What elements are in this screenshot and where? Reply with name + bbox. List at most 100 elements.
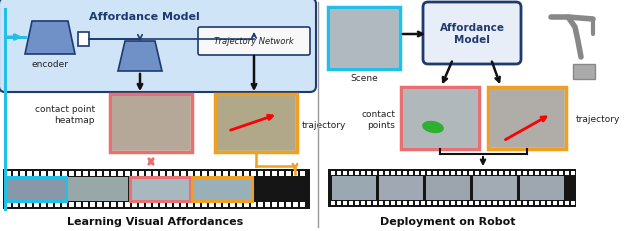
Bar bbox=[487, 201, 491, 205]
Bar bbox=[469, 171, 473, 175]
Bar bbox=[473, 176, 517, 200]
Bar bbox=[167, 202, 172, 207]
Bar bbox=[188, 171, 193, 176]
Bar bbox=[559, 201, 563, 205]
Bar bbox=[13, 202, 18, 207]
Bar bbox=[541, 201, 545, 205]
Bar bbox=[541, 171, 545, 175]
Bar bbox=[379, 171, 383, 175]
Bar bbox=[415, 201, 419, 205]
Bar bbox=[523, 201, 527, 205]
Bar bbox=[230, 202, 235, 207]
Bar bbox=[391, 201, 395, 205]
Bar bbox=[167, 171, 172, 176]
FancyBboxPatch shape bbox=[198, 28, 310, 56]
Bar bbox=[367, 201, 371, 205]
Bar bbox=[337, 171, 341, 175]
Bar bbox=[361, 201, 365, 205]
Bar bbox=[493, 201, 497, 205]
Bar bbox=[6, 171, 11, 176]
Bar bbox=[251, 202, 256, 207]
Bar bbox=[244, 202, 249, 207]
Bar bbox=[97, 202, 102, 207]
Bar bbox=[125, 202, 130, 207]
Bar bbox=[104, 171, 109, 176]
Bar bbox=[188, 202, 193, 207]
Bar bbox=[174, 171, 179, 176]
Bar bbox=[209, 202, 214, 207]
Bar bbox=[499, 201, 503, 205]
Bar bbox=[272, 171, 277, 176]
Bar bbox=[62, 202, 67, 207]
Bar bbox=[76, 171, 81, 176]
Bar bbox=[565, 201, 569, 205]
Bar bbox=[511, 201, 515, 205]
Bar bbox=[553, 201, 557, 205]
Bar bbox=[415, 171, 419, 175]
Bar bbox=[409, 201, 413, 205]
Bar bbox=[553, 171, 557, 175]
Bar bbox=[571, 201, 575, 205]
Bar bbox=[125, 171, 130, 176]
Bar bbox=[258, 202, 263, 207]
Bar bbox=[195, 171, 200, 176]
Bar bbox=[355, 201, 359, 205]
Bar bbox=[490, 90, 564, 147]
Bar bbox=[439, 171, 443, 175]
Ellipse shape bbox=[422, 121, 444, 134]
Bar bbox=[244, 171, 249, 176]
Bar bbox=[426, 176, 470, 200]
Bar bbox=[463, 171, 467, 175]
Bar bbox=[403, 201, 407, 205]
Bar bbox=[62, 171, 67, 176]
Bar bbox=[110, 94, 192, 152]
Bar bbox=[139, 202, 144, 207]
Bar bbox=[90, 202, 95, 207]
Bar bbox=[215, 94, 297, 152]
Bar bbox=[192, 177, 252, 201]
Bar bbox=[505, 201, 509, 205]
Bar bbox=[20, 171, 25, 176]
Bar bbox=[146, 202, 151, 207]
Bar bbox=[286, 202, 291, 207]
Bar bbox=[427, 171, 431, 175]
Bar bbox=[251, 171, 256, 176]
Bar bbox=[520, 176, 564, 200]
Bar bbox=[385, 171, 389, 175]
Bar bbox=[69, 202, 74, 207]
Bar bbox=[475, 201, 479, 205]
Bar bbox=[34, 202, 39, 207]
Text: contact
points: contact points bbox=[361, 110, 395, 129]
Bar bbox=[68, 177, 128, 201]
Bar bbox=[272, 202, 277, 207]
Bar bbox=[529, 171, 533, 175]
Bar bbox=[216, 202, 221, 207]
Bar bbox=[439, 201, 443, 205]
Bar bbox=[337, 201, 341, 205]
Bar bbox=[41, 171, 46, 176]
Bar bbox=[153, 202, 158, 207]
Bar bbox=[174, 202, 179, 207]
Bar bbox=[573, 65, 595, 80]
Bar bbox=[300, 171, 305, 176]
Text: trajectory: trajectory bbox=[576, 115, 620, 124]
Text: trajectory: trajectory bbox=[302, 120, 346, 129]
Bar bbox=[367, 171, 371, 175]
Text: contact point
heatmap: contact point heatmap bbox=[35, 105, 95, 124]
Bar bbox=[535, 201, 539, 205]
Text: encoder: encoder bbox=[31, 60, 68, 69]
Bar bbox=[265, 202, 270, 207]
Bar bbox=[355, 171, 359, 175]
Bar bbox=[409, 171, 413, 175]
Bar bbox=[132, 171, 137, 176]
Bar bbox=[403, 90, 477, 147]
Bar bbox=[433, 171, 437, 175]
Bar bbox=[146, 171, 151, 176]
Bar bbox=[433, 201, 437, 205]
Bar bbox=[511, 171, 515, 175]
Bar bbox=[90, 171, 95, 176]
Bar bbox=[202, 202, 207, 207]
Bar bbox=[223, 171, 228, 176]
Bar bbox=[195, 202, 200, 207]
Bar bbox=[517, 171, 521, 175]
